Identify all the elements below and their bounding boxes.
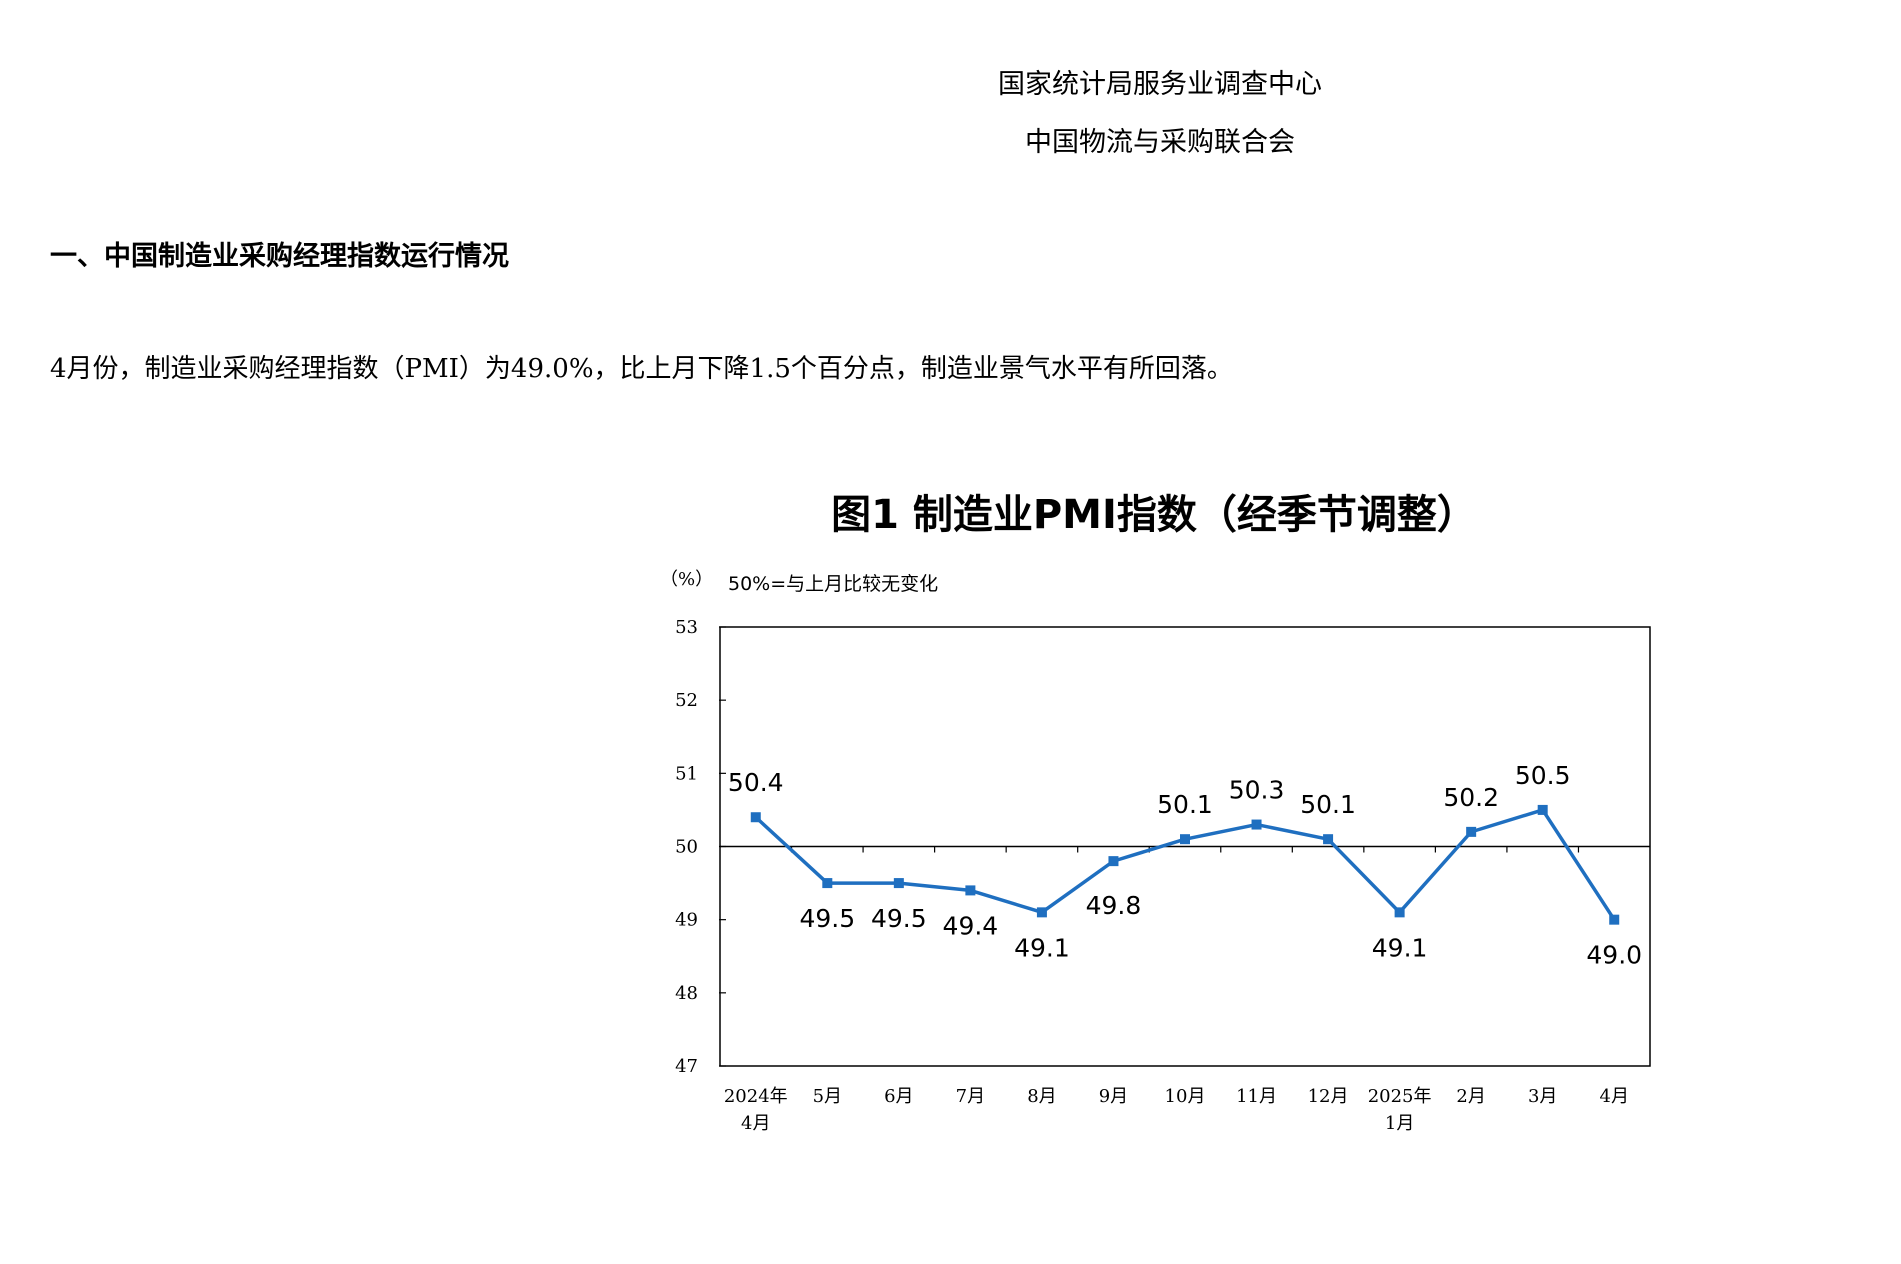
plot-area: 47 48 49 50 51 52 53 2024年 4月 5月 6月 7月 8月 9月 10月 11月 12月… [675, 617, 1651, 1134]
org-name-line1: 国家统计局服务业调查中心 [998, 69, 1322, 100]
data-point [1251, 819, 1262, 830]
data-label: 50.4 [728, 768, 784, 797]
data-point [893, 878, 904, 889]
x-tick-label: 4月 [741, 1113, 770, 1134]
x-tick-label: 7月 [956, 1086, 985, 1107]
y-tick-label: 50 [675, 837, 698, 858]
data-point [750, 812, 761, 823]
data-point [822, 878, 833, 889]
data-label: 49.5 [799, 904, 855, 933]
x-tick-label: 5月 [813, 1086, 842, 1107]
y-tick-label: 52 [675, 690, 698, 711]
x-tick-label: 12月 [1308, 1086, 1349, 1107]
x-tick-label: 3月 [1528, 1086, 1557, 1107]
org-name-line2: 中国物流与采购联合会 [1025, 127, 1295, 158]
data-label: 49.5 [871, 904, 927, 933]
x-tick-label: 8月 [1027, 1086, 1056, 1107]
data-point [1180, 834, 1190, 845]
data-label: 50.5 [1515, 761, 1571, 790]
data-label: 49.0 [1586, 941, 1642, 970]
data-label: 49.1 [1372, 933, 1428, 962]
data-point [1108, 856, 1119, 867]
y-tick-label: 53 [675, 617, 698, 638]
y-tick-label: 51 [675, 763, 698, 784]
x-tick-label: 11月 [1236, 1086, 1277, 1107]
data-point [965, 885, 976, 896]
x-tick-label: 10月 [1165, 1086, 1206, 1107]
chart-title: 图1 制造业PMI指数（经季节调整） [831, 492, 1477, 538]
data-point [1466, 826, 1477, 837]
y-tick-label: 49 [675, 910, 698, 931]
data-point [1609, 914, 1620, 925]
x-tick-label: 2月 [1456, 1086, 1485, 1107]
section-title: 一、中国制造业采购经理指数运行情况 [50, 241, 509, 272]
summary-paragraph: 4月份，制造业采购经理指数（PMI）为49.0%，比上月下降1.5个百分点，制造… [50, 354, 1233, 384]
x-tick-label: 2024年 [724, 1086, 788, 1107]
x-tick-label: 9月 [1099, 1086, 1128, 1107]
x-tick-label: 2025年 [1368, 1086, 1432, 1107]
data-point [1394, 907, 1405, 918]
y-tick-label: 48 [675, 983, 698, 1004]
data-point [1537, 804, 1548, 815]
x-tick-label: 6月 [884, 1086, 913, 1107]
data-point [1323, 834, 1334, 845]
data-point [1036, 907, 1047, 918]
y-unit-label: （%） [660, 569, 713, 590]
data-label: 49.1 [1014, 933, 1070, 962]
x-tick-label: 1月 [1385, 1113, 1414, 1134]
data-label: 49.4 [943, 911, 999, 940]
data-label: 50.2 [1443, 783, 1499, 812]
x-tick-label: 4月 [1600, 1086, 1629, 1107]
data-label: 50.3 [1229, 776, 1285, 805]
y-tick-label: 47 [675, 1056, 698, 1077]
data-label: 49.8 [1086, 891, 1142, 920]
data-label: 50.1 [1157, 790, 1213, 819]
chart-note: 50%=与上月比较无变化 [728, 573, 938, 595]
data-label: 50.1 [1300, 790, 1356, 819]
